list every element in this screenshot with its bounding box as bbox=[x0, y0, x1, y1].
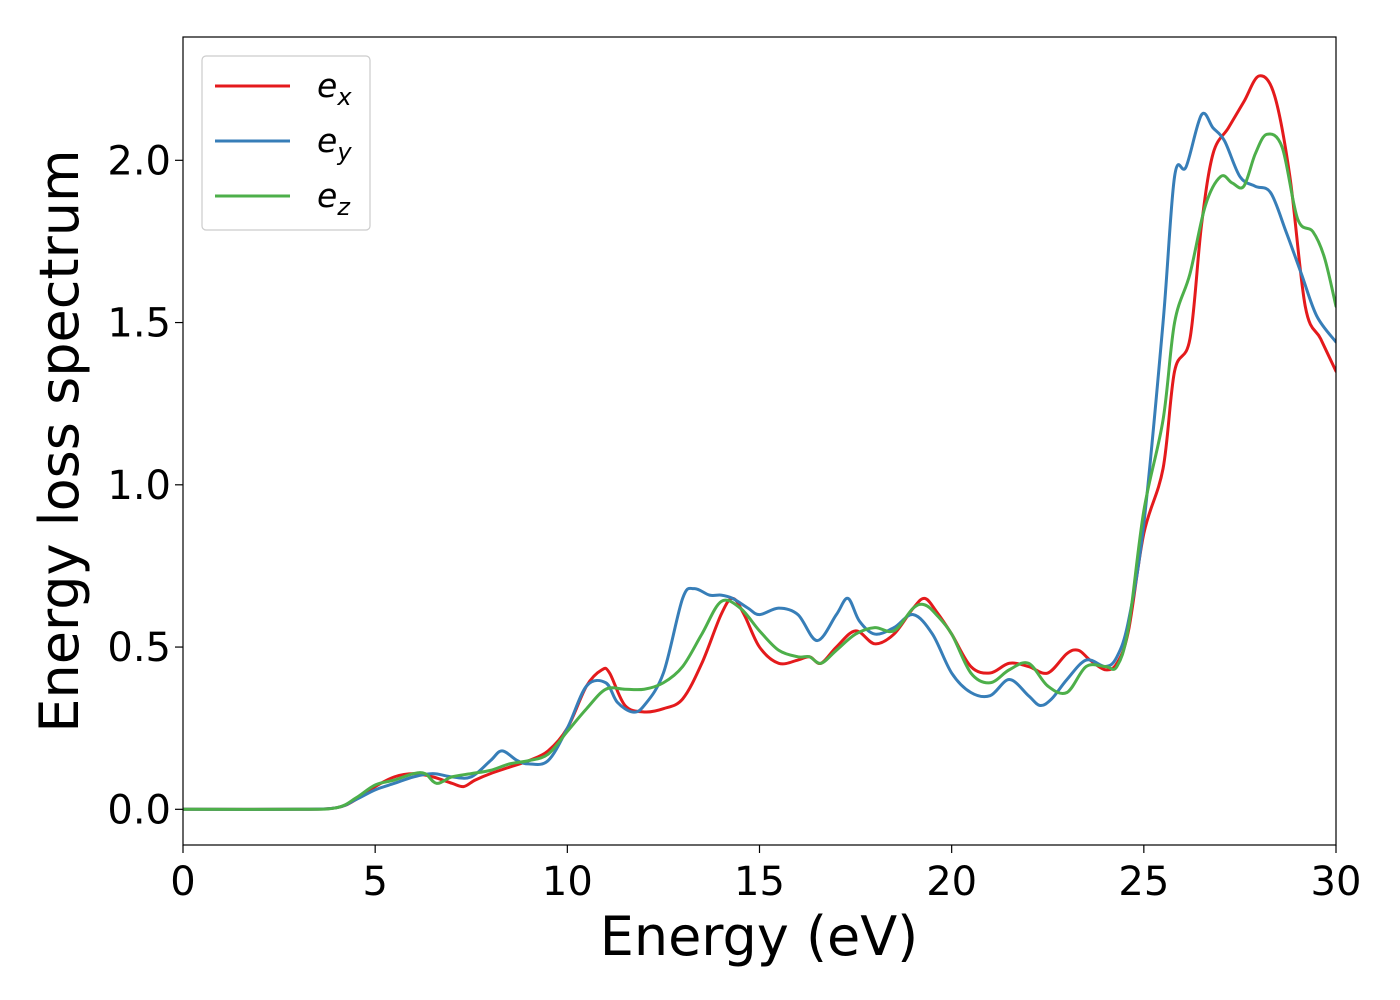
y-tick-label: 1.5 bbox=[107, 301, 171, 347]
legend-item-y: ey bbox=[215, 121, 352, 166]
x-tick-label: 20 bbox=[926, 859, 977, 905]
x-tick-label: 10 bbox=[542, 859, 593, 905]
legend-label: ex bbox=[317, 66, 352, 111]
series-lines bbox=[183, 74, 1336, 811]
y-axis-label: Energy loss spectrum bbox=[28, 149, 91, 732]
x-tick-label: 25 bbox=[1118, 859, 1169, 905]
series-line-y bbox=[183, 111, 1336, 811]
y-tick-label: 2.0 bbox=[107, 138, 171, 184]
series-line-z bbox=[183, 132, 1336, 811]
legend-label: ey bbox=[317, 121, 352, 166]
y-tick-label: 0.5 bbox=[107, 625, 171, 671]
axis-ticks: 0 5 10 15 20 25 30 0.0 0.5 1.0 1.5 2.0 bbox=[107, 138, 1361, 905]
x-tick-label: 15 bbox=[734, 859, 785, 905]
y-tick-label: 0.0 bbox=[107, 787, 171, 833]
legend-subscript: y bbox=[336, 138, 352, 166]
legend-item-x: ex bbox=[215, 66, 352, 111]
x-tick-label: 5 bbox=[362, 859, 387, 905]
y-tick-label: 1.0 bbox=[107, 463, 171, 509]
legend-subscript: z bbox=[336, 193, 351, 221]
x-tick-label: 0 bbox=[170, 859, 195, 905]
series-line-x bbox=[183, 74, 1336, 811]
x-axis-label: Energy (eV) bbox=[600, 905, 919, 968]
legend-box bbox=[201, 55, 371, 231]
legend-subscript: x bbox=[336, 83, 352, 111]
x-tick-label: 30 bbox=[1311, 859, 1362, 905]
